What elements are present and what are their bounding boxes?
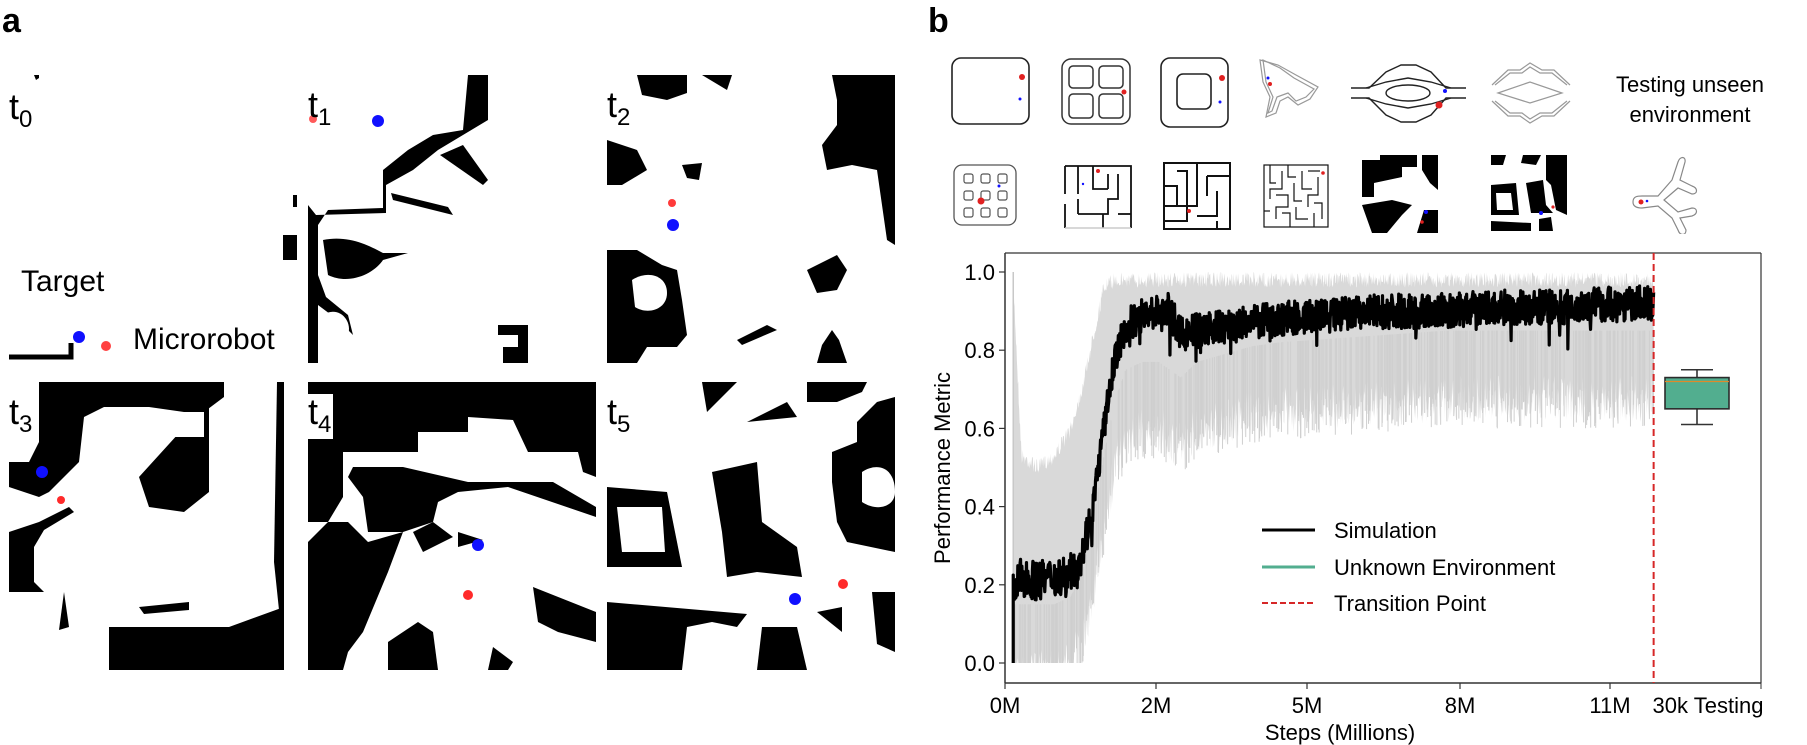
env-icon-3x3-pillars [953,164,1017,226]
env-icon-open-square [951,57,1030,125]
chart-legend: Simulation Unknown Environment Transitio… [1262,518,1555,616]
x-tick-label: 11M [1589,693,1630,718]
env-icon-complex-maze [1263,164,1329,228]
env-icon-random-obstacles-2 [1491,155,1567,231]
y-tick-label: 0.2 [964,573,995,598]
env-icon-irregular-channel [1259,58,1319,118]
panel-b-label: b [928,2,949,40]
legend-target-label: Target [21,265,105,298]
testing-unseen-label: Testing unseen environment [1600,70,1780,130]
frame-t5-map [607,382,895,670]
frame-t4-label: t4 [308,391,334,439]
env-icon-medium-maze [1163,162,1231,230]
x-tick-label: 2M [1141,693,1172,718]
env-icon-random-obstacles-1 [1362,155,1438,233]
env-icon-ring-square [1160,57,1229,128]
env-icon-vascular-lumen [1351,64,1466,123]
simulation-line [1011,284,1656,663]
frame-t0-map [9,75,297,363]
env-icon-diamond-channel [1491,62,1571,124]
x-tick-label: 0M [990,693,1021,718]
frame-t0: t0 Target Microrobot [9,75,297,363]
frame-t2-map [607,75,895,363]
y-axis-title: Performance Metric [930,372,955,564]
x-tick-label: 8M [1445,693,1476,718]
y-ticks: 0.0 0.2 0.4 0.6 0.8 1.0 [964,260,1005,676]
env-icon-branching-vessel [1632,156,1698,234]
testing-label-line1: Testing unseen [1616,72,1764,97]
unknown-environment-boxplot [1664,368,1730,426]
x-axis-title: Steps (Millions) [1265,720,1415,745]
frame-t3-label: t3 [9,391,35,439]
confidence-band [1012,272,1654,663]
frame-t3-map [9,382,284,670]
frame-t5: t5 [607,382,895,670]
frame-t1-label: t1 [308,84,332,131]
frame-t3: t3 [9,382,297,670]
y-tick-label: 0.8 [964,338,995,363]
frame-t5-label: t5 [607,391,633,439]
legend-simulation-label: Simulation [1334,518,1437,543]
env-icon-simple-maze [1064,165,1132,229]
legend-microrobot-label: Microrobot [133,323,275,357]
frame-t1: t1 [308,75,596,363]
y-tick-label: 0.4 [964,495,995,520]
y-tick-label: 0.6 [964,416,995,441]
x-ticks: 0M 2M 5M 8M 11M 30k Testing [990,683,1764,718]
frame-t0-label: t0 [9,86,35,134]
y-tick-label: 0.0 [964,651,995,676]
x-tick-label: 30k Testing [1653,693,1764,718]
x-tick-label: 5M [1292,693,1323,718]
performance-chart: 0.0 0.2 0.4 0.6 0.8 1.0 0M 2M 5M 8M 11M 30k Testin… [930,252,1764,745]
frame-t2-label: t2 [607,84,633,132]
testing-label-line2: environment [1629,102,1751,127]
legend-transition-label: Transition Point [1334,591,1486,616]
frame-t4-map [308,382,596,670]
panel-a-label: a [2,2,21,40]
env-icon-four-room [1061,58,1131,125]
frame-t2: t2 [607,75,895,363]
frame-t1-map [308,75,528,363]
legend-unknown-env-label: Unknown Environment [1334,555,1555,580]
y-tick-label: 1.0 [964,260,995,285]
frame-t4: t4 [308,382,596,670]
